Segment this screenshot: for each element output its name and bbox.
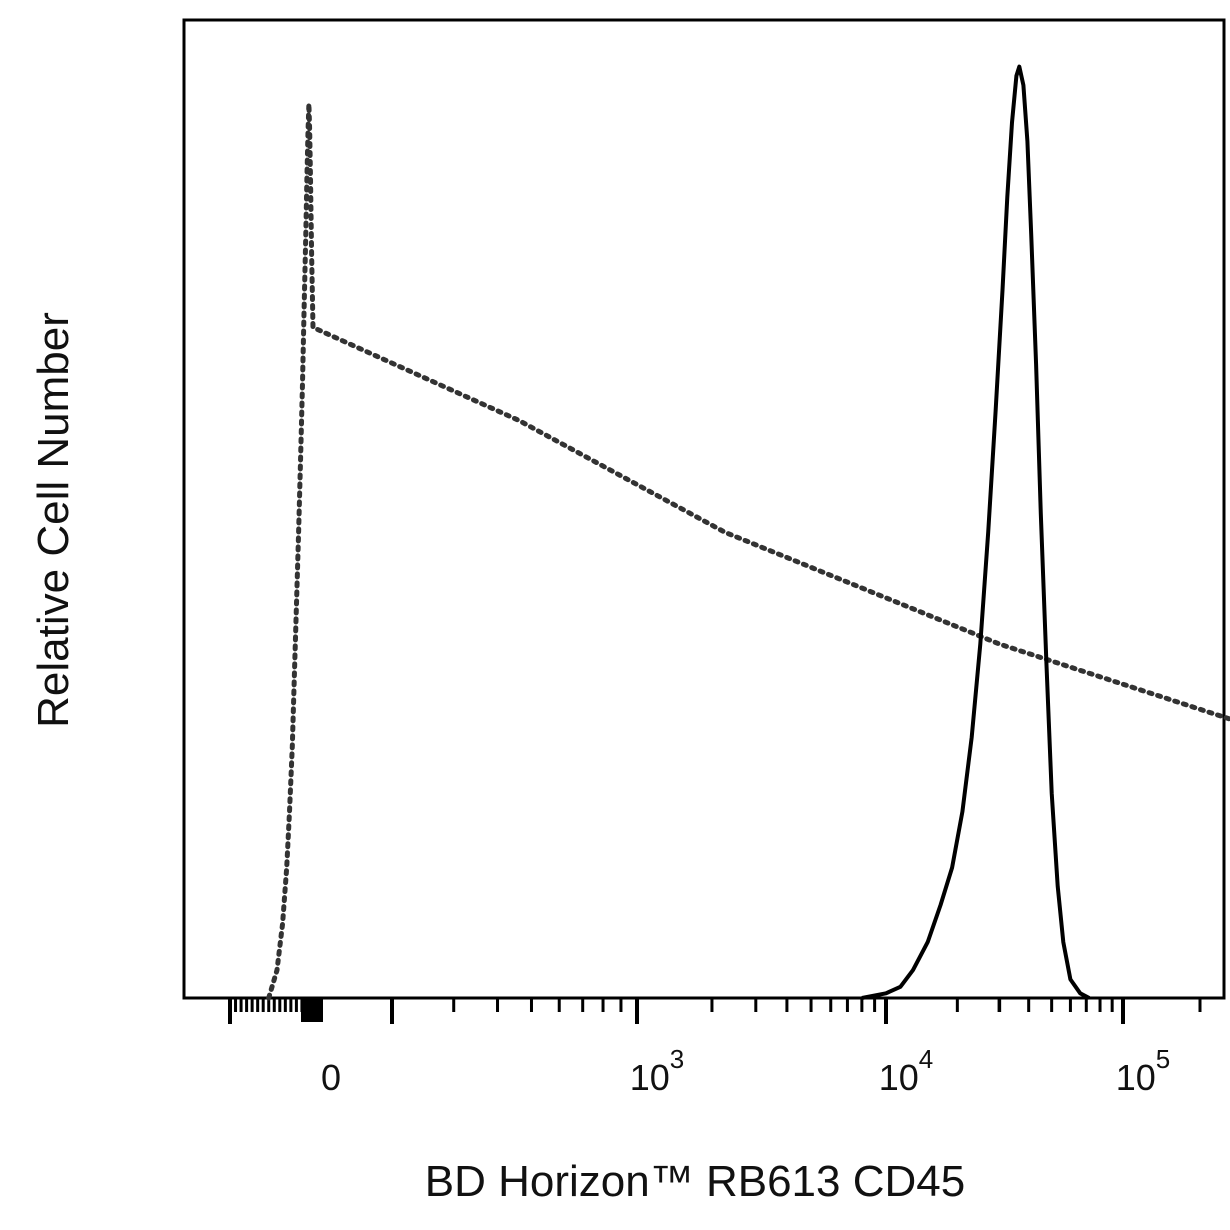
x-zero-marker <box>301 998 323 1022</box>
x-axis-minor-ticks <box>228 998 1202 1012</box>
histogram-series <box>266 64 1230 1001</box>
x-tick-label: 104 <box>879 1044 934 1098</box>
y-axis-title: Relative Cell Number <box>29 312 78 728</box>
x-tick-label: 103 <box>630 1044 685 1098</box>
x-axis-tick-labels: 0 103 104 105 <box>321 1044 1170 1098</box>
cd45-stained-curve <box>861 64 1091 1000</box>
isotype-control-curve <box>266 101 1230 1001</box>
x-axis-major-ticks <box>228 998 1125 1024</box>
x-tick-label: 0 <box>321 1057 341 1098</box>
plot-frame <box>182 18 1226 1000</box>
x-axis-title: BD Horizon™ RB613 CD45 <box>425 1157 965 1206</box>
x-tick-label: 105 <box>1116 1044 1171 1098</box>
